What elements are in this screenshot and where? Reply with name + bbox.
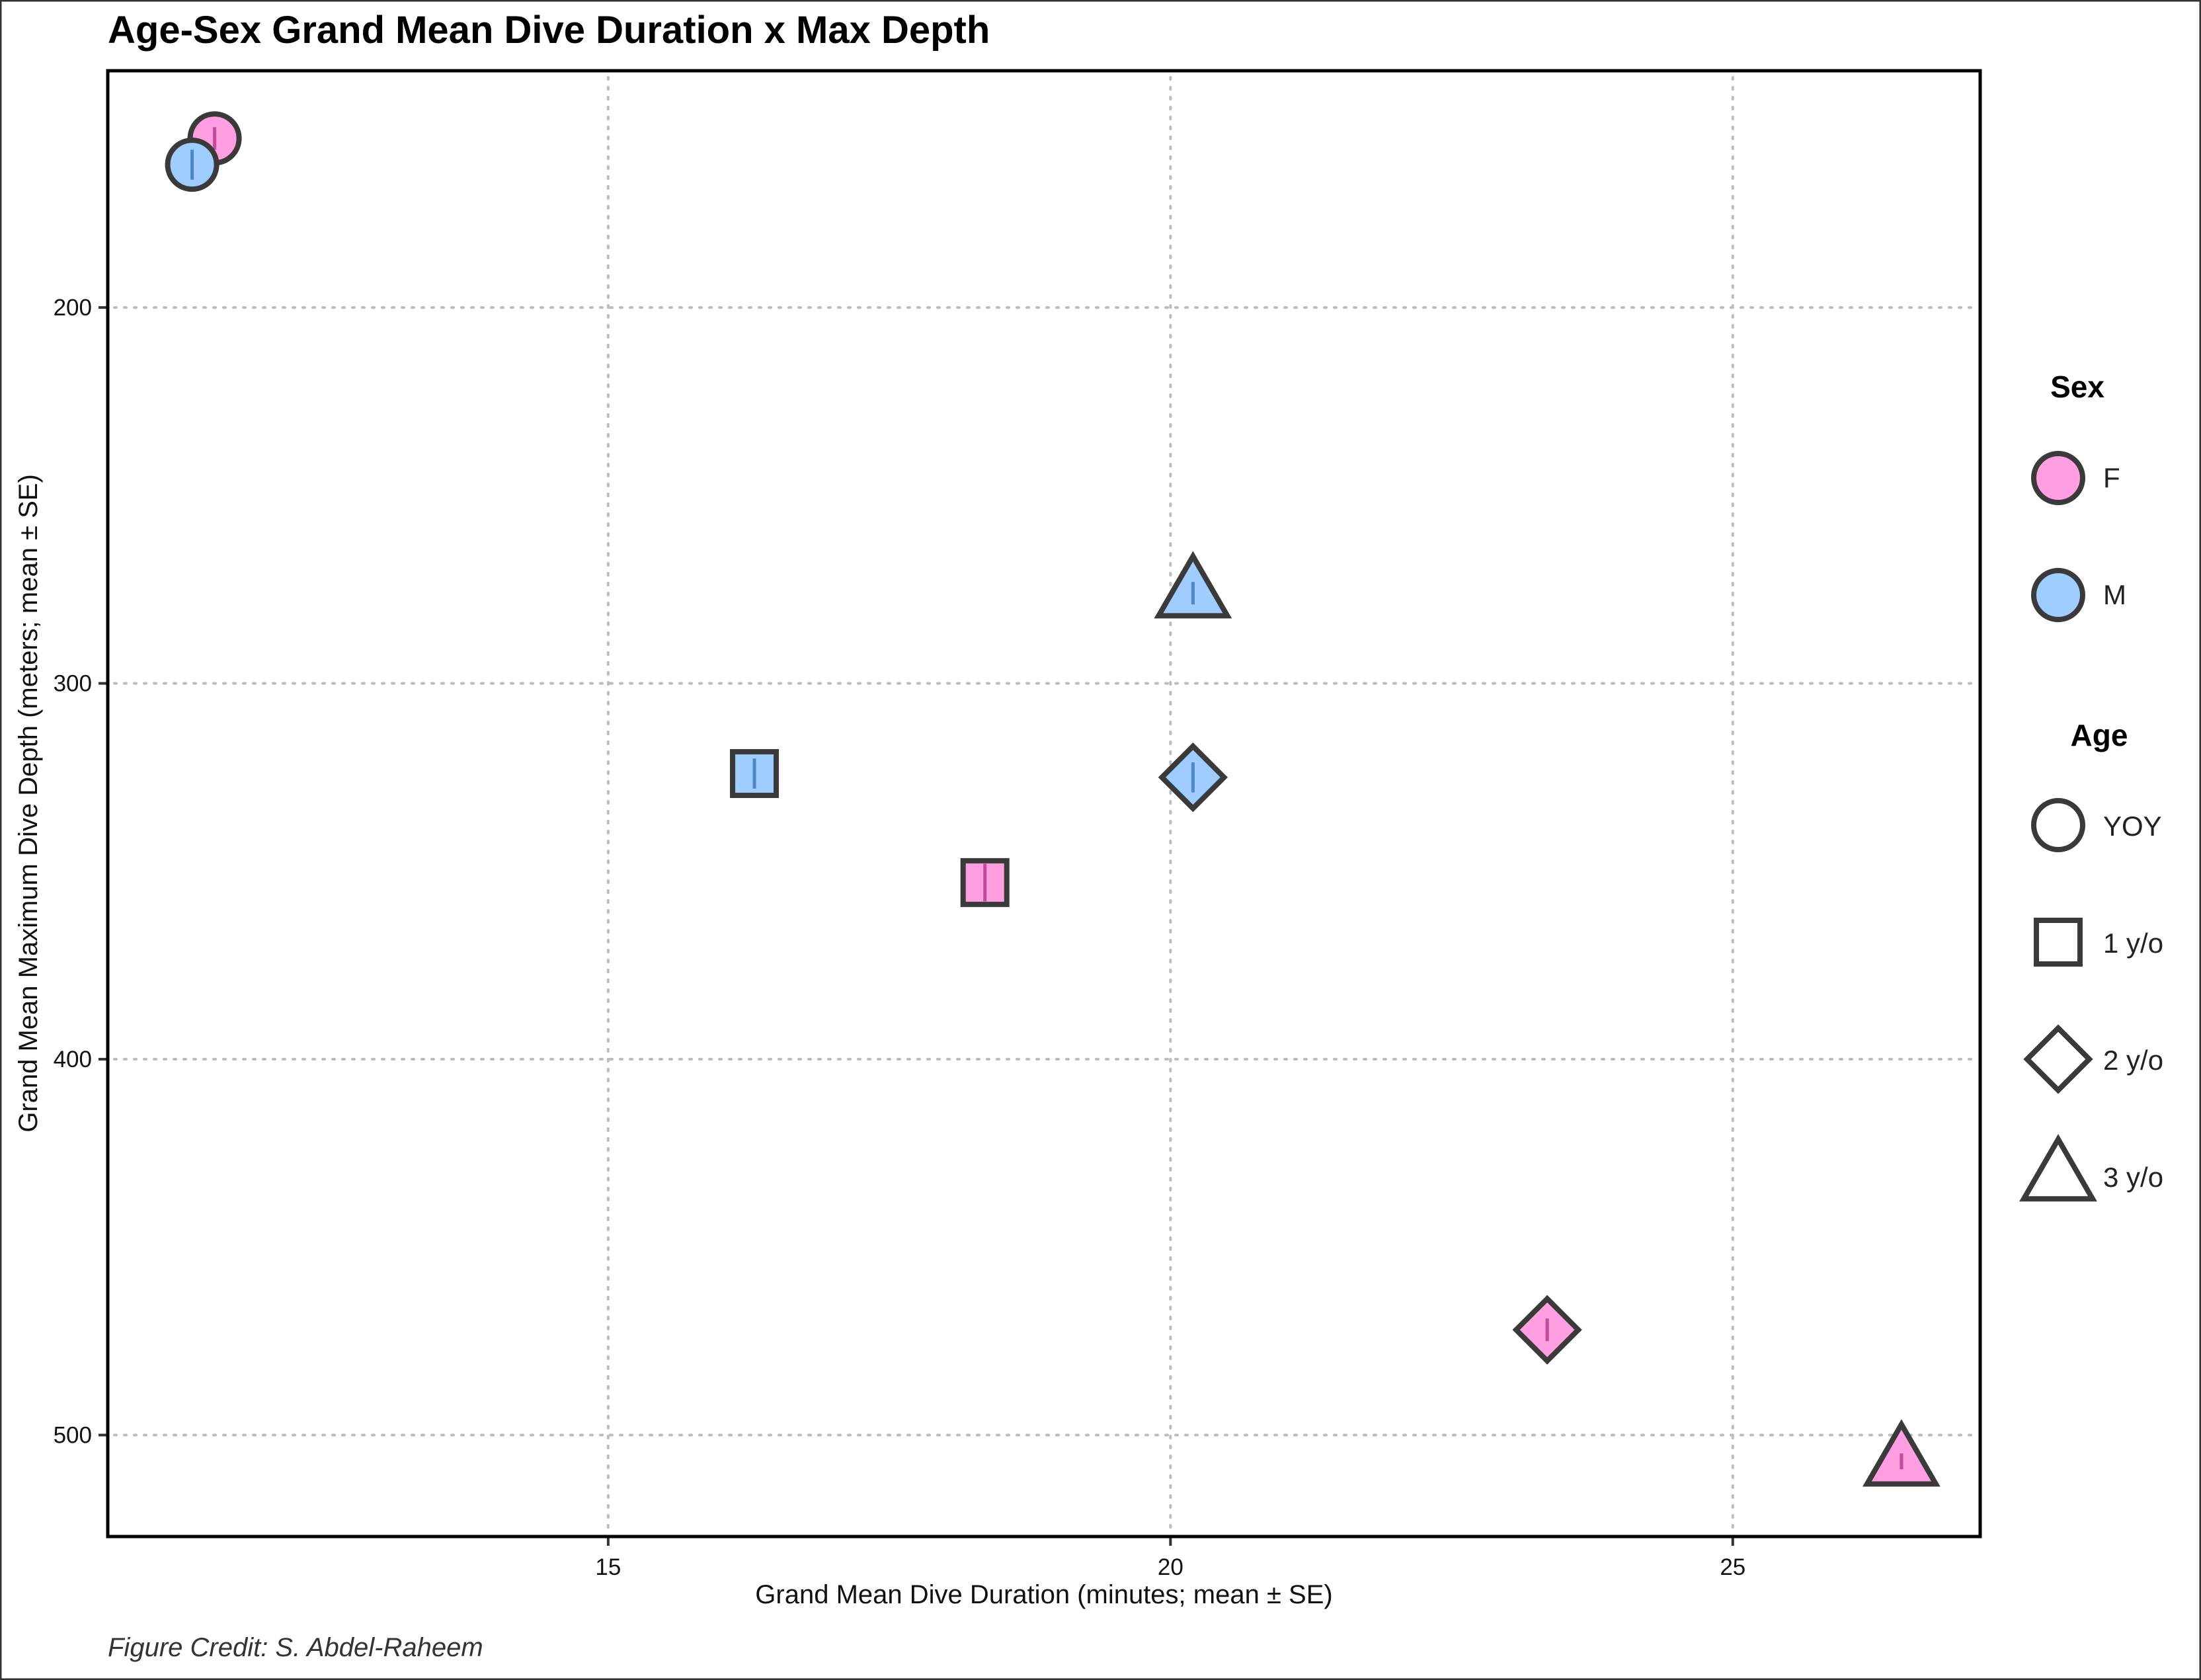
figure-caption: Figure Credit: S. Abdel-Raheem xyxy=(108,1633,483,1662)
point-m-yoy xyxy=(165,138,220,192)
legend-key-triangle-icon xyxy=(2019,1134,2097,1202)
x-axis-title: Grand Mean Dive Duration (minutes; mean … xyxy=(755,1580,1332,1609)
axis-ticks: 15 20 25 200 300 400 500 xyxy=(54,295,1746,1580)
y-tick-label: 500 xyxy=(54,1423,92,1449)
plot-panel-border xyxy=(106,69,1982,1539)
legend-key-square-icon xyxy=(2034,918,2083,967)
legend-age-title: Age xyxy=(2071,718,2128,752)
legend-label-1yo: 1 y/o xyxy=(2103,928,2163,959)
x-tick-label: 15 xyxy=(595,1554,621,1580)
legend-label-yoy: YOY xyxy=(2103,811,2162,842)
data-points xyxy=(165,111,1941,1487)
legend-key-circle-icon xyxy=(2031,798,2085,852)
point-f-2yo xyxy=(1512,1295,1582,1365)
legend-label-3yo: 3 y/o xyxy=(2103,1162,2163,1193)
y-tick-label: 300 xyxy=(54,671,92,697)
legend-key-f xyxy=(2031,451,2085,505)
y-tick-label: 400 xyxy=(54,1047,92,1072)
legend-label-2yo: 2 y/o xyxy=(2103,1045,2163,1076)
point-m-1yo xyxy=(730,749,780,799)
legend-label-m: M xyxy=(2103,579,2126,610)
chart-title: Age-Sex Grand Mean Dive Duration x Max D… xyxy=(108,9,990,52)
point-m-3yo xyxy=(1154,551,1232,619)
point-f-1yo xyxy=(960,858,1010,907)
legend: Sex Age F M YOY 1 y/o 2 y/o 3 y/o xyxy=(2019,370,2163,1202)
legend-key-diamond-icon xyxy=(2023,1024,2093,1094)
grid xyxy=(113,76,1975,1531)
legend-sex-title: Sex xyxy=(2050,370,2104,404)
point-f-3yo xyxy=(1862,1419,1941,1487)
legend-label-f: F xyxy=(2103,462,2120,493)
y-tick-label: 200 xyxy=(54,295,92,321)
legend-key-m xyxy=(2031,568,2085,622)
y-axis-title: Grand Mean Maximum Dive Depth (meters; m… xyxy=(14,474,43,1133)
point-m-2yo xyxy=(1158,742,1228,813)
legend-keys xyxy=(2019,451,2097,1202)
x-tick-label: 20 xyxy=(1158,1554,1183,1580)
x-tick-label: 25 xyxy=(1720,1554,1745,1580)
